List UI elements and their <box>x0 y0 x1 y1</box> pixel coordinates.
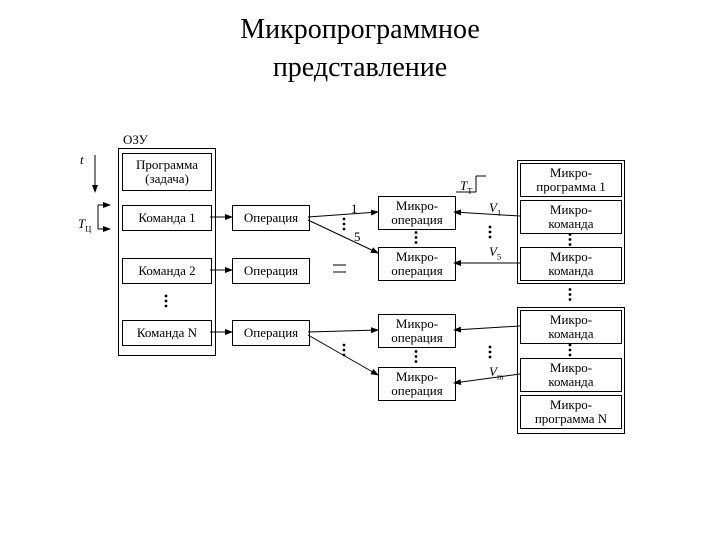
arrows-layer <box>0 0 720 540</box>
